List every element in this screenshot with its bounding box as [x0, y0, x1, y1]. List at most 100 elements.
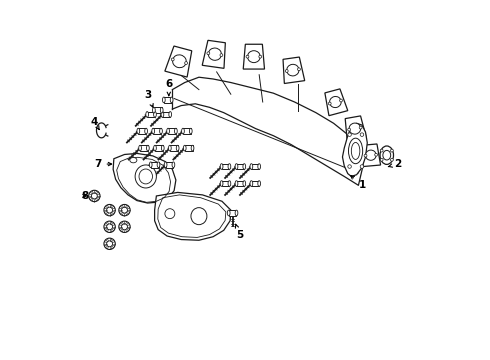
Circle shape — [348, 133, 351, 136]
Circle shape — [297, 68, 300, 71]
Text: 4: 4 — [91, 117, 99, 130]
Ellipse shape — [235, 164, 238, 169]
Ellipse shape — [169, 145, 171, 151]
Circle shape — [375, 153, 377, 156]
Ellipse shape — [258, 164, 261, 169]
Bar — [251, 181, 259, 186]
Ellipse shape — [176, 145, 179, 151]
Text: 3: 3 — [144, 90, 153, 107]
Circle shape — [107, 207, 113, 213]
Text: 6: 6 — [165, 79, 172, 95]
Ellipse shape — [130, 157, 137, 163]
Ellipse shape — [135, 165, 156, 188]
Circle shape — [246, 55, 249, 58]
Circle shape — [380, 149, 383, 152]
Circle shape — [360, 133, 364, 136]
Ellipse shape — [146, 112, 148, 117]
Bar — [151, 162, 159, 168]
Circle shape — [285, 69, 288, 72]
Bar — [170, 145, 178, 151]
Bar — [147, 112, 155, 117]
Circle shape — [165, 209, 175, 219]
Ellipse shape — [191, 208, 207, 225]
Ellipse shape — [383, 150, 391, 160]
Ellipse shape — [243, 181, 245, 186]
Ellipse shape — [228, 181, 231, 186]
Ellipse shape — [139, 169, 152, 184]
Ellipse shape — [164, 162, 167, 168]
Ellipse shape — [170, 97, 173, 103]
Bar — [221, 164, 229, 169]
Circle shape — [119, 221, 130, 233]
Circle shape — [220, 54, 223, 57]
Circle shape — [364, 154, 367, 157]
Polygon shape — [113, 153, 176, 203]
Ellipse shape — [145, 128, 147, 134]
Polygon shape — [283, 57, 305, 84]
Ellipse shape — [153, 145, 156, 151]
Ellipse shape — [169, 112, 171, 117]
Circle shape — [259, 55, 262, 58]
Circle shape — [380, 158, 383, 161]
Bar — [140, 145, 148, 151]
Circle shape — [360, 165, 364, 168]
Ellipse shape — [349, 123, 361, 134]
Ellipse shape — [172, 162, 175, 168]
Ellipse shape — [161, 112, 164, 117]
Polygon shape — [343, 123, 368, 176]
Bar — [166, 162, 173, 168]
Circle shape — [122, 224, 127, 230]
Ellipse shape — [235, 181, 238, 186]
Ellipse shape — [174, 128, 177, 134]
Circle shape — [359, 126, 362, 129]
Ellipse shape — [258, 181, 261, 186]
Ellipse shape — [220, 181, 223, 186]
Circle shape — [104, 221, 115, 233]
Text: 2: 2 — [388, 159, 401, 169]
Bar — [138, 128, 146, 134]
Bar — [168, 128, 176, 134]
Bar — [162, 112, 170, 117]
Ellipse shape — [250, 181, 253, 186]
Ellipse shape — [220, 164, 223, 169]
Circle shape — [104, 238, 115, 249]
Ellipse shape — [380, 146, 393, 165]
Ellipse shape — [139, 145, 142, 151]
Ellipse shape — [247, 51, 260, 63]
Text: 1: 1 — [351, 176, 366, 190]
Ellipse shape — [182, 128, 184, 134]
Circle shape — [391, 149, 393, 152]
Bar — [164, 97, 171, 103]
Ellipse shape — [161, 145, 164, 151]
Bar — [251, 164, 259, 169]
Ellipse shape — [137, 128, 140, 134]
Polygon shape — [325, 89, 348, 116]
Ellipse shape — [152, 128, 154, 134]
Ellipse shape — [157, 162, 160, 168]
Ellipse shape — [167, 128, 170, 134]
Ellipse shape — [227, 210, 230, 216]
Bar — [237, 181, 245, 186]
Circle shape — [340, 99, 343, 102]
Bar — [153, 128, 161, 134]
Text: 8: 8 — [81, 191, 88, 201]
Bar — [229, 210, 237, 216]
Polygon shape — [243, 44, 265, 69]
Ellipse shape — [208, 48, 221, 60]
Ellipse shape — [250, 164, 253, 169]
Bar — [237, 164, 245, 169]
Polygon shape — [155, 192, 231, 240]
Text: 7: 7 — [94, 159, 112, 169]
Circle shape — [104, 204, 115, 216]
Ellipse shape — [228, 164, 231, 169]
Circle shape — [107, 241, 113, 247]
Circle shape — [122, 207, 127, 213]
Bar — [154, 107, 162, 113]
Ellipse shape — [160, 107, 163, 113]
Circle shape — [107, 224, 113, 230]
Polygon shape — [345, 116, 367, 141]
Circle shape — [172, 58, 174, 61]
Text: 5: 5 — [235, 224, 244, 240]
Ellipse shape — [153, 112, 156, 117]
Ellipse shape — [330, 96, 341, 108]
